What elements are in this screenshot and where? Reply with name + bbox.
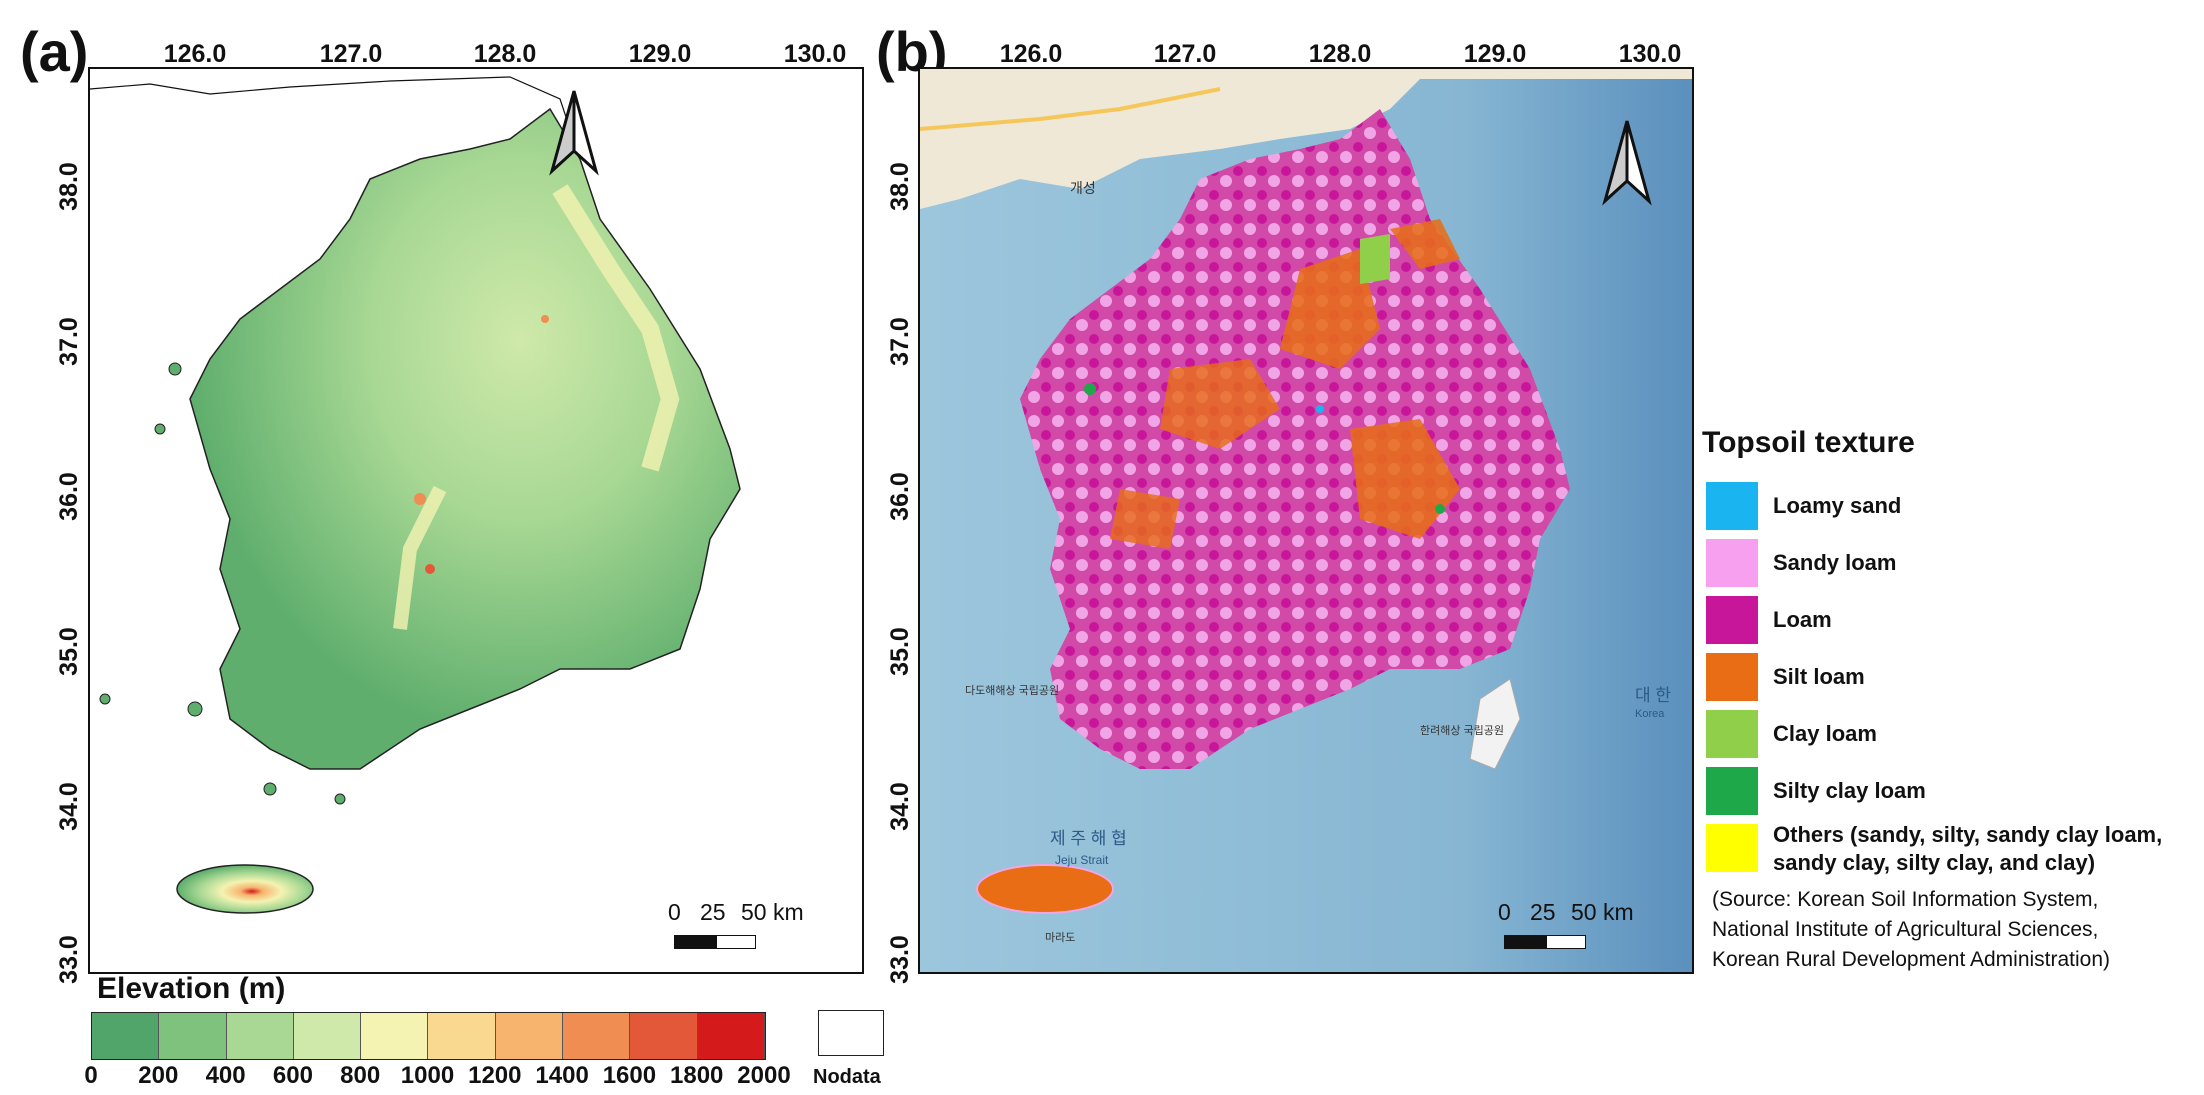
soil-swatch [1706,653,1758,701]
scale-0: 0 [668,899,681,925]
elevation-map: 0 25 50 km [88,67,864,974]
scale-b-25: 25 [1530,899,1556,925]
soil-label: Silty clay loam [1773,778,1926,803]
lat-tick-b-38: 38.0 [885,162,914,211]
source-line-2: National Institute of Agricultural Scien… [1712,918,2099,941]
elevation-swatch [159,1013,227,1059]
lon-tick-b-126: 126.0 [999,40,1063,68]
soil-swatch [1706,482,1758,530]
elevation-swatch [495,1013,564,1059]
lon-tick-127: 127.0 [319,40,383,68]
soil-label: Loam [1773,607,1832,632]
elevation-tick-label: 200 [138,1062,179,1089]
scale-b-50: 50 km [1571,899,1634,925]
scale-25: 25 [700,899,726,925]
gaeseong-label: 개성 [1070,180,1096,196]
lon-tick-126: 126.0 [163,40,227,68]
scale-b-0: 0 [1498,899,1511,925]
soil-swatch [1706,596,1758,644]
elevation-tick-label: 1800 [669,1062,724,1089]
lat-tick-b-34: 34.0 [885,782,914,831]
jeju-island [176,864,314,914]
elevation-swatch [697,1013,765,1059]
lat-tick-37: 37.0 [54,317,83,366]
north-arrow-b [1602,120,1652,206]
soil-label: Sandy loam [1773,550,1897,575]
elevation-tick-label: 1400 [535,1062,589,1089]
elevation-map-svg [90,76,741,914]
lon-tick-b-127: 127.0 [1153,40,1217,68]
lon-tick-b-129: 129.0 [1463,40,1527,68]
lat-tick-38: 38.0 [54,162,83,211]
lon-tick-b-128: 128.0 [1308,40,1372,68]
lon-tick-129: 129.0 [628,40,692,68]
jeju-strait-en-label: Jeju Strait [1055,853,1109,867]
soil-legend-title: Topsoil texture [1702,426,1915,459]
soil-mainland-shape [1020,109,1570,769]
soil-texture-map: 개성 제 주 해 협 Jeju Strait 대 한 Korea 다도해해상 국… [918,67,1694,974]
elevation-swatch [226,1013,294,1059]
nodata-label: Nodata [813,1066,881,1088]
nodata-swatch [818,1010,884,1056]
soil-label-line2: sandy clay, silty clay, and clay) [1773,850,2096,875]
soil-label: Loamy sand [1773,493,1902,518]
source-line-1: (Source: Korean Soil Information System, [1712,888,2099,911]
lon-tick-130: 130.0 [783,40,847,68]
source-note: (Source: Korean Soil Information System,… [1712,885,2110,975]
elevation-swatch [428,1013,496,1059]
soil-jeju-island [976,864,1114,914]
lon-tick-128: 128.0 [473,40,537,68]
park1-label: 다도해해상 국립공원 [965,683,1059,697]
elevation-tick-label: 400 [205,1062,246,1089]
lat-tick-b-35: 35.0 [885,627,914,676]
park2-label: 한려해상 국립공원 [1420,723,1504,737]
lat-tick-34: 34.0 [54,782,83,831]
scale-50: 50 km [741,899,804,925]
elevation-swatch [361,1013,429,1059]
panel-a-label: (a) [20,20,89,83]
lat-tick-36: 36.0 [54,472,83,521]
lat-tick-35: 35.0 [54,627,83,676]
mainland-shape [189,107,741,770]
korea-en-label: Korea [1635,708,1665,720]
source-line-3: Korean Rural Development Administration) [1712,948,2111,971]
soil-map-svg: 개성 제 주 해 협 Jeju Strait 대 한 Korea 다도해해상 국… [920,69,1692,972]
elevation-swatch [630,1013,698,1059]
elevation-tick-label: 2000 [737,1062,791,1089]
elevation-tick-label: 1000 [400,1062,455,1089]
soil-label: Silt loam [1773,664,1865,689]
elevation-tick-label: 1200 [468,1062,522,1089]
lat-tick-b-36: 36.0 [885,472,914,521]
soil-swatch [1706,824,1758,872]
elevation-tick-label: 600 [272,1062,313,1089]
lat-tick-b-33: 33.0 [885,935,914,984]
lat-tick-b-37: 37.0 [885,317,914,366]
elevation-swatch [563,1013,631,1059]
lon-tick-b-130: 130.0 [1618,40,1682,68]
marado-label: 마라도 [1045,931,1075,944]
soil-label: Others (sandy, silty, sandy clay loam, [1773,822,2163,847]
korea-label: 대 한 [1635,686,1671,705]
elevation-colorbar [91,1012,766,1060]
elevation-swatch [293,1013,362,1059]
north-arrow-a [549,90,599,176]
elevation-legend-title: Elevation (m) [97,972,286,1005]
elevation-tick-label: 1600 [602,1062,657,1089]
soil-label: Clay loam [1773,721,1877,746]
elevation-swatch [92,1013,160,1059]
lat-tick-33: 33.0 [54,935,83,984]
elevation-tick-label: 0 [84,1062,98,1089]
jeju-strait-label: 제 주 해 협 [1050,829,1127,848]
soil-swatch [1706,539,1758,587]
soil-swatch [1706,710,1758,758]
soil-swatch [1706,767,1758,815]
elevation-tick-label: 800 [340,1062,381,1089]
